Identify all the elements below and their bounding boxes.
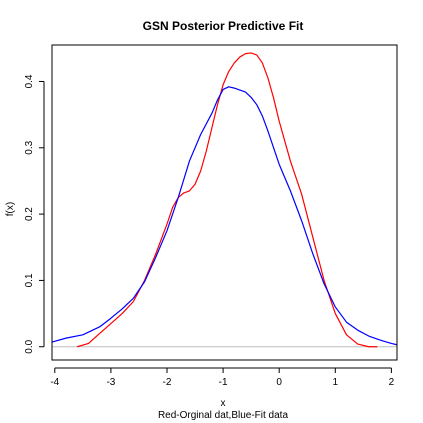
x-tick-label: -4: [50, 377, 59, 388]
series-line-0: [77, 52, 378, 348]
chart-title: GSN Posterior Predictive Fit: [143, 19, 304, 33]
y-tick-label: 0.1: [24, 273, 35, 287]
x-tick-label: 1: [333, 377, 339, 388]
plot-area: -4 -3 -2 -1 0 1 2 0.0 0.1 0.2 0.3 0.4: [24, 44, 398, 388]
x-tick-label: 0: [276, 377, 282, 388]
y-tick-label: 0.4: [24, 74, 35, 88]
x-tick-label: -3: [106, 377, 115, 388]
y-tick-label: 0.0: [24, 339, 35, 353]
x-tick-label: -1: [219, 377, 228, 388]
y-tick-label: 0.3: [24, 140, 35, 154]
x-tick-label: 2: [389, 377, 395, 388]
caption: Red-Orginal dat,Blue-Fit data: [158, 410, 289, 421]
plot-frame: [51, 44, 398, 361]
x-axis-label: x: [221, 398, 226, 409]
x-tick-label: -2: [163, 377, 172, 388]
series-line-1: [51, 86, 398, 346]
y-tick-label: 0.2: [24, 207, 35, 221]
y-axis-label: f(x): [5, 202, 16, 216]
